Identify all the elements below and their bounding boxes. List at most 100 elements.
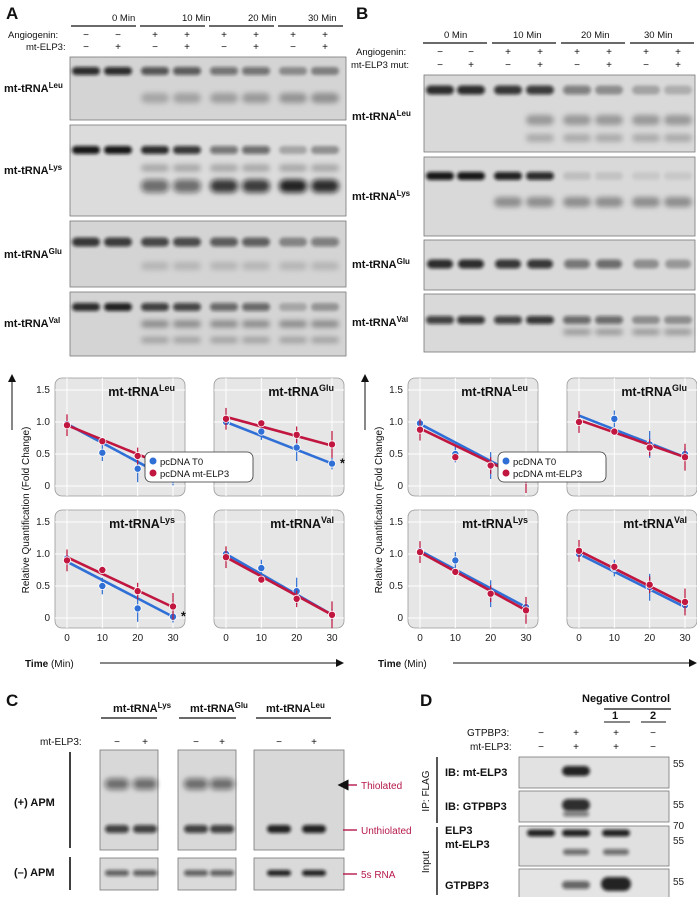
band [141,164,169,172]
band [527,829,555,837]
data-point [451,556,460,565]
band [210,93,238,103]
data-point [63,556,72,565]
c-apm-minus: (–) APM [14,867,55,879]
band [242,146,270,154]
band [210,320,238,328]
a-mt-sign-5: + [253,42,259,53]
y-axis-label: Relative Quantification (Fold Change) [21,427,32,594]
band [210,179,238,193]
band [104,146,132,154]
legend-marker-0 [502,457,510,465]
band [563,172,591,180]
data-point [681,453,690,462]
band [242,237,270,247]
b-mt-sign-3: + [537,60,543,71]
timepoint-0: 0 Min [112,13,135,24]
legend-marker-1 [149,469,157,477]
band [311,337,339,343]
band [72,67,100,75]
ytick: 0.5 [389,581,403,592]
a-mt-sign-3: + [184,42,190,53]
c-mt-elp3-label: mt-ELP3: [40,737,82,748]
xtick: 30 [326,633,338,644]
x-axis-label: Time (Min) [378,659,427,670]
panel-label-D: D [420,691,432,710]
d-gtpbp3-sign-3: − [650,728,656,739]
data-point [98,582,107,591]
ytick: 1.0 [389,549,403,560]
data-point [292,430,301,439]
a-angiogenin-sign-6: + [290,30,296,41]
data-point [168,602,177,611]
d-mt-sign-1: + [573,742,579,753]
d-input-label: Input [421,851,432,873]
band [601,877,631,891]
band [105,778,129,790]
band [526,197,554,207]
fit-line-1 [66,556,174,609]
graph-title-a1: mt-tRNAGlu [268,383,334,399]
xtick: 10 [256,633,268,644]
band [104,237,132,247]
c-blot-2 [253,749,345,851]
d-mw-1: 55 [673,800,685,811]
band [184,870,208,876]
band [526,316,554,324]
band [632,172,660,180]
c-blot-1 [177,749,237,851]
band [311,146,339,154]
band [664,329,692,335]
band [184,778,208,790]
xtick: 10 [97,633,109,644]
d-nc-1: 1 [612,710,618,722]
band [426,85,454,95]
band [595,172,623,180]
band [279,237,307,247]
band [595,329,623,335]
band [426,316,454,324]
xtick: 0 [417,633,423,644]
b-angiogenin-sign-6: + [643,47,649,58]
band [563,115,591,125]
band [563,134,591,142]
band [632,329,660,335]
band [210,67,238,75]
data-point [327,440,336,449]
d-row-label-2: ELP3 [445,825,473,837]
data-point [415,548,424,557]
band [596,259,622,269]
band [141,262,169,270]
a-blot-0 [69,56,347,121]
fit-line-1 [419,550,527,612]
legend-label-1: pcDNA mt-ELP3 [513,469,582,480]
b-angiogenin-sign-5: + [606,47,612,58]
xtick: 30 [520,633,532,644]
graph-panel-b3 [566,509,697,629]
band [426,172,454,180]
x-axis-label: Time (Min) [25,659,74,670]
b-mt-sign-0: − [437,60,443,71]
panel-D: Negative Control 1 2 GTPBP3: mt-ELP3: − +… [421,693,685,897]
band [72,303,100,311]
data-point [575,417,584,426]
d-row-label-4: GTPBP3 [445,880,489,892]
band [210,237,238,247]
d-ip-flag-label: IP: FLAG [421,770,432,811]
band [494,172,522,180]
data-point [292,594,301,603]
data-point [257,427,266,436]
band [563,811,589,817]
c-header-lys: mt-tRNALys [113,701,172,715]
band [633,259,659,269]
a-mt-sign-2: − [152,42,158,53]
d-mt-sign-3: − [650,742,656,753]
band [457,85,485,95]
xtick: 20 [485,633,497,644]
band [105,870,129,876]
timepoint-20: 20 Min [248,13,277,24]
legend-marker-1 [502,469,510,477]
band [665,259,691,269]
b-angiogenin-sign-2: + [505,47,511,58]
